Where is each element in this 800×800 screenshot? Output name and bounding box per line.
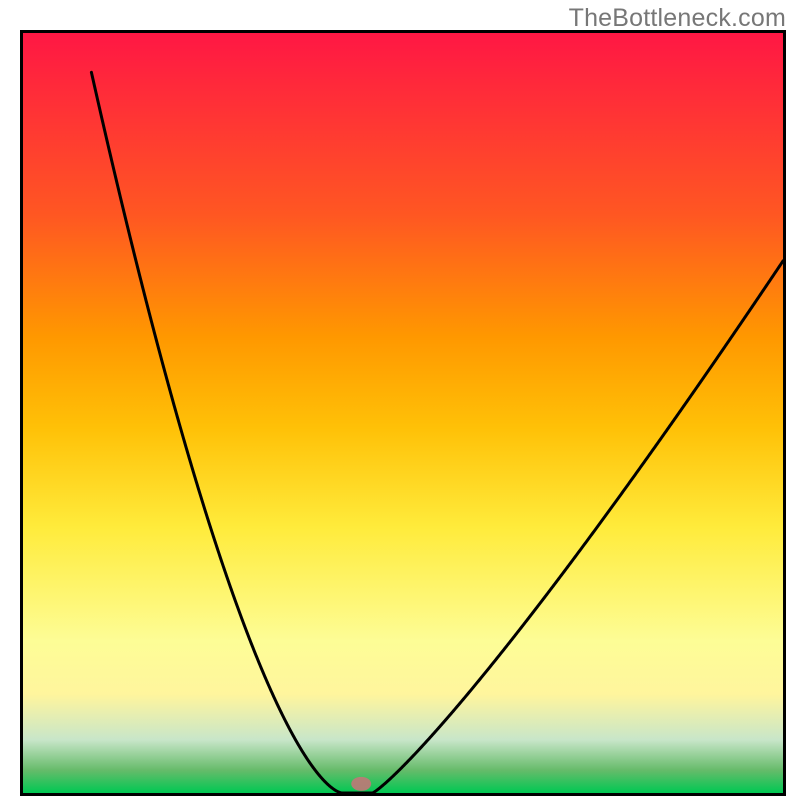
optimal-point-marker <box>351 777 371 791</box>
plot-svg <box>23 33 783 793</box>
bottleneck-plot <box>20 30 786 796</box>
bottleneck-curve <box>91 72 783 793</box>
watermark-label: TheBottleneck.com <box>569 4 786 33</box>
